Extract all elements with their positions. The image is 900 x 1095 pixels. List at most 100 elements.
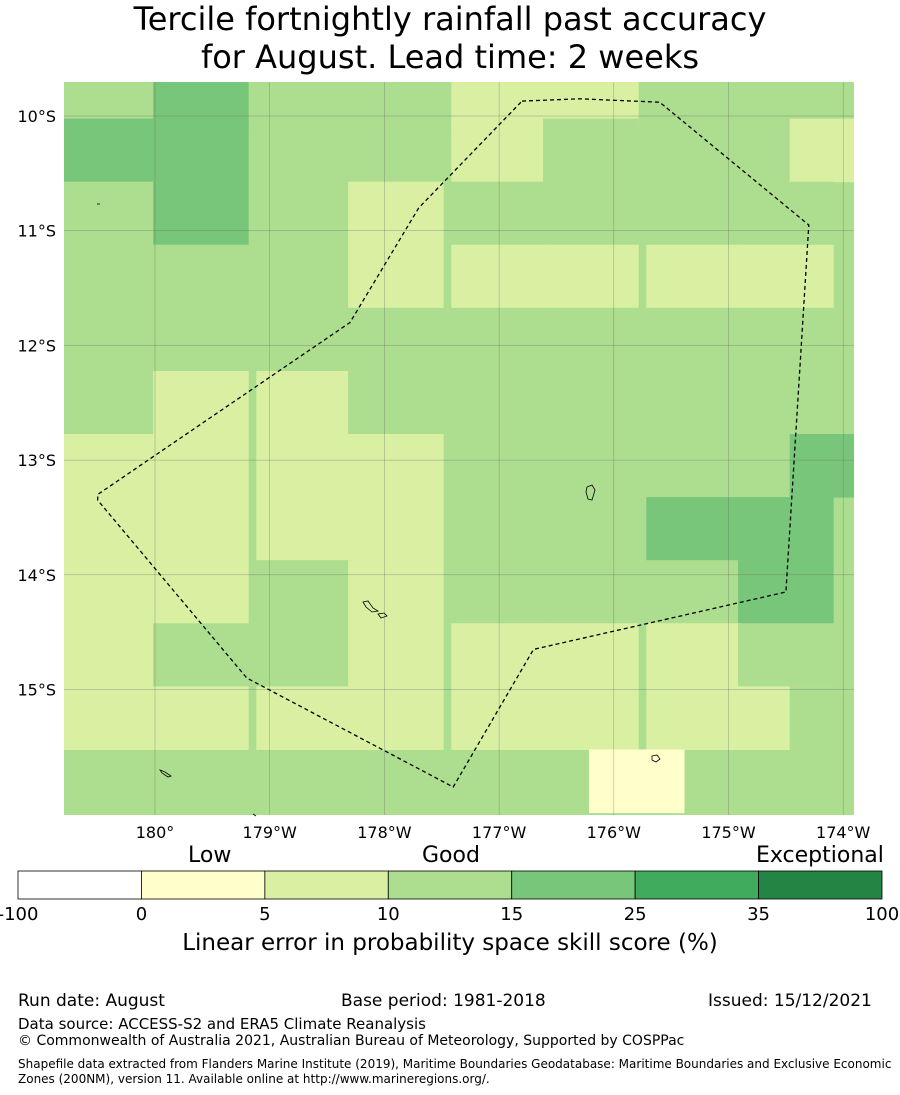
colorbar-bin (758, 870, 883, 900)
grid-cell (256, 370, 352, 435)
latitude-label: 10°S (17, 107, 56, 126)
island-west (158, 769, 172, 778)
island-niuafoou (651, 754, 661, 763)
grid-cell (64, 686, 157, 751)
grid-cell (64, 181, 157, 246)
colorbar-bin (264, 870, 389, 900)
island-alofi (377, 612, 388, 619)
grid-cell (153, 118, 249, 183)
grid-cell (646, 623, 742, 687)
latitude-label: 13°S (17, 451, 56, 470)
colorbar: -100 0 5 10 15 25 35 100 (0, 870, 899, 925)
grid-cell (256, 307, 352, 372)
grid-cell (256, 244, 352, 309)
grid-cell (64, 307, 157, 372)
copyright: © Commonwealth of Australia 2021, Austra… (18, 1033, 685, 1049)
grid-cell (646, 181, 742, 246)
grid-cell (738, 370, 834, 435)
grid-cell (348, 370, 444, 435)
longitude-label: 178°W (357, 823, 412, 842)
grid-cell (153, 623, 249, 687)
colorbar-bin (387, 870, 513, 900)
eez-boundary (97, 98, 810, 788)
grid-cell (646, 370, 742, 435)
colorbar-tick-label: -100 (0, 904, 38, 925)
grid-cell (256, 118, 352, 183)
grid-cell (543, 560, 639, 624)
grid-cell (543, 244, 639, 309)
island-futuna (362, 600, 380, 613)
grid-cell (256, 560, 352, 624)
grid-cell (153, 560, 249, 624)
grid-cell (543, 370, 639, 435)
colorbar-title: Linear error in probability space skill … (182, 930, 718, 956)
shapefile-note: Shapefile data extracted from Flanders M… (18, 1057, 892, 1086)
grid-cell (64, 623, 157, 687)
grid-cell (348, 307, 444, 372)
grid-cell (646, 244, 742, 309)
data-source: Data source: ACCESS-S2 and ERA5 Climate … (18, 1015, 426, 1033)
longitude-label: 176°W (587, 823, 642, 842)
colorbar-label-good: Good (422, 843, 480, 868)
run-date: Run date: August (18, 991, 165, 1011)
colorbar-label-low: Low (188, 843, 232, 868)
colorbar-bin (141, 870, 266, 900)
latitude-label: 11°S (17, 222, 56, 241)
colorbar-tick-label: 100 (865, 904, 899, 925)
grid-cell (738, 244, 834, 309)
grid-cell (64, 434, 157, 498)
grid-cell (646, 560, 742, 624)
grid-cell (588, 749, 685, 814)
grid-cell (543, 307, 639, 372)
grid-cell (646, 686, 742, 751)
colorbar-tick-label: 10 (377, 904, 400, 925)
grid-cell (543, 623, 639, 687)
latitude-label: 15°S (17, 681, 56, 700)
grid-cell (64, 118, 157, 183)
grid-cell (789, 434, 854, 498)
latitude-labels: 10°S 11°S 12°S 13°S 14°S 15°S (17, 107, 56, 700)
grid-cell (738, 307, 834, 372)
grid-cell (256, 686, 352, 751)
colorbar-bin (511, 870, 636, 900)
grid-cell (64, 560, 157, 624)
skill-grid (64, 82, 854, 815)
grid-cell (348, 560, 444, 624)
grid-cell (64, 244, 157, 309)
grid-cell (256, 434, 352, 498)
grid-cell (153, 244, 249, 309)
colorbar-tick-label: 0 (136, 904, 147, 925)
colorbar-tick-label: 25 (624, 904, 647, 925)
grid-cell (153, 686, 249, 751)
grid-cell (543, 118, 639, 183)
grid-cell (646, 307, 742, 372)
grid-cell (646, 497, 742, 561)
chart-title: Tercile fortnightly rainfall past accura… (0, 0, 900, 76)
grid-cell (256, 497, 352, 561)
latitude-label: 12°S (17, 336, 56, 355)
base-period: Base period: 1981-2018 (341, 991, 546, 1011)
grid-cell (153, 370, 249, 435)
grid-cell (646, 434, 742, 498)
grid-cell (153, 434, 249, 498)
grid-cell (543, 686, 639, 751)
grid-cell (153, 497, 249, 561)
issued-date: Issued: 15/12/2021 (708, 991, 872, 1011)
longitude-label: 180° (136, 823, 175, 842)
grid-cell (64, 370, 157, 435)
chart-title-line2: for August. Lead time: 2 weeks (200, 38, 700, 76)
grid-cell (738, 623, 834, 687)
longitude-labels: 180° 179°W 178°W 177°W 176°W 175°W 174°W (136, 823, 871, 842)
grid-cell (348, 623, 444, 687)
grid-cell (543, 181, 639, 246)
longitude-label: 174°W (816, 823, 871, 842)
grid-cell (348, 181, 444, 246)
grid-cell (543, 497, 639, 561)
grid-cell (738, 497, 834, 561)
map-figure: 180° 179°W 178°W 177°W 176°W 175°W 174°W 10°S1… (0, 82, 899, 925)
longitude-label: 179°W (243, 823, 298, 842)
island-uvea (585, 484, 596, 501)
grid-cell (64, 497, 157, 561)
colorbar-bin (17, 870, 142, 900)
latitude-label: 14°S (17, 566, 56, 585)
